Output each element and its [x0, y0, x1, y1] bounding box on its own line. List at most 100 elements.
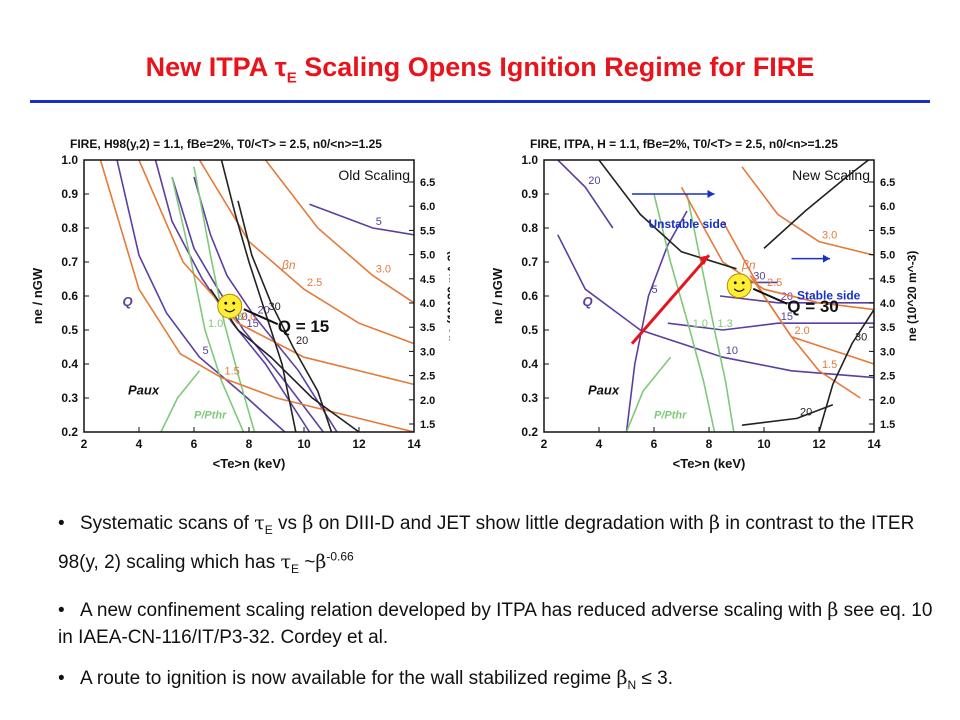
unstable-side-label: Unstable side — [649, 217, 727, 231]
pp-label: P/Pthr — [194, 409, 227, 421]
contour-label: 1.5 — [822, 359, 837, 371]
y2-tick-label: 3.0 — [420, 346, 435, 358]
y2-tick-label: 6.0 — [880, 201, 895, 213]
y2-tick-label: 2.5 — [420, 371, 435, 383]
x-axis-label: <Te>n (keV) — [213, 456, 286, 471]
contour-label: 10 — [726, 345, 738, 357]
contour-label: 2.0 — [241, 311, 256, 323]
contour-q — [625, 210, 688, 432]
y-tick-label: 0.2 — [61, 425, 78, 439]
contour-label: 1.3 — [718, 318, 733, 330]
x-tick-label: 2 — [541, 437, 548, 451]
bullet-text: β — [315, 551, 327, 574]
contour-q — [557, 234, 874, 379]
x-tick-label: 10 — [297, 437, 311, 451]
bullet-text: N — [627, 677, 637, 692]
bullet-text: vs — [272, 513, 303, 534]
bullet-text: in contrast to the ITER 98(y, 2) scaling… — [58, 513, 915, 574]
bullet-text: on DIII-D and JET show little degradatio… — [313, 513, 709, 534]
y2-tick-label: 2.0 — [880, 395, 895, 407]
y2-axis-label: ne (10^20 m^-3) — [905, 251, 919, 342]
y-tick-label: 0.4 — [61, 357, 78, 371]
contour-q — [116, 160, 286, 432]
q-pointer-arrow — [752, 287, 788, 305]
title-underline — [30, 100, 930, 103]
chart-new-scaling: FIRE, ITPA, H = 1.1, fBe=2%, T0/<T> = 2.… — [490, 137, 919, 471]
smiley-icon — [726, 273, 752, 299]
y2-tick-label: 1.5 — [880, 419, 895, 431]
red-arrow — [630, 254, 711, 345]
contour-paux — [237, 200, 333, 432]
smiley-mouth — [733, 288, 745, 292]
pp-label: P/Pthr — [654, 409, 687, 421]
bullet-text: -0.66 — [326, 549, 354, 564]
x-tick-label: 4 — [136, 437, 143, 451]
contour-label: 15 — [247, 318, 259, 330]
y2-tick-label: 2.0 — [420, 395, 435, 407]
bullet-text: A new confinement scaling relation devel… — [80, 599, 828, 621]
y-tick-label: 0.5 — [61, 323, 78, 337]
contour-ppthr — [653, 193, 716, 432]
contour-q — [309, 203, 414, 236]
beta-label: βn — [281, 258, 296, 272]
y-tick-label: 0.5 — [521, 323, 538, 337]
y-axis-label: ne / nGW — [30, 267, 45, 324]
contour-q — [193, 176, 338, 432]
bullet-text: A route to ignition is now available for… — [80, 667, 617, 689]
y2-tick-label: 4.5 — [880, 274, 895, 286]
y-tick-label: 1.0 — [61, 153, 78, 167]
slide-title: New ITPA τE Scaling Opens Ignition Regim… — [145, 52, 815, 87]
y2-tick-label: 5.0 — [880, 250, 895, 262]
y-tick-label: 0.8 — [521, 221, 538, 235]
contour-label: 20 — [588, 175, 600, 187]
corner-label: Old Scaling — [338, 167, 410, 183]
red-arrowhead — [699, 255, 709, 266]
q-pointer-arrow — [243, 308, 279, 326]
contour-label: 1.0 — [208, 318, 223, 330]
contour-ppthr — [193, 166, 256, 432]
contour-q — [557, 160, 614, 229]
contour-ppthr — [686, 193, 735, 432]
contour-label: 20 — [800, 406, 812, 418]
y2-tick-label: 2.5 — [880, 371, 895, 383]
contour-label: 3.0 — [376, 264, 391, 276]
q-value-label: Q = 30 — [787, 297, 839, 316]
bullet-2: • A new confinement scaling relation deve… — [58, 598, 933, 648]
contour-n — [198, 160, 414, 345]
contour-n — [99, 160, 414, 432]
contour-label: 30 — [855, 332, 867, 344]
y2-tick-label: 3.5 — [420, 322, 435, 334]
bullet-text: ~ — [299, 552, 316, 574]
x-tick-label: 14 — [407, 437, 421, 451]
y-tick-label: 0.9 — [61, 187, 78, 201]
contour-paux — [763, 160, 869, 249]
bullet-text: ≤ 3. — [636, 667, 674, 689]
contour-label: 30 — [753, 270, 765, 282]
contour-label: 2.0 — [795, 325, 810, 337]
y2-tick-label: 5.0 — [420, 250, 435, 262]
y-tick-label: 0.6 — [521, 289, 538, 303]
contour-label: 3.0 — [822, 230, 837, 242]
contour-paux — [598, 160, 737, 270]
contour-label: 2.5 — [307, 277, 322, 289]
contour-label: 5 — [376, 216, 382, 228]
y-tick-label: 0.3 — [61, 391, 78, 405]
contour-label: 5 — [203, 345, 209, 357]
x-tick-label: 8 — [246, 437, 253, 451]
bullet-text: β — [302, 512, 314, 534]
q-value-label: Q = 15 — [278, 317, 330, 336]
contour-label: 1.5 — [225, 366, 240, 378]
x-tick-label: 4 — [596, 437, 603, 451]
smiley-eye — [733, 281, 737, 285]
bullet-text: τ — [280, 551, 291, 574]
bullet-text: E — [264, 522, 273, 537]
y2-tick-label: 6.0 — [420, 201, 435, 213]
bullet-text: see eq. 10 in IAEA-CN-116/IT/P3-32. Cord… — [58, 599, 933, 648]
y2-tick-label: 5.5 — [420, 225, 435, 237]
bullet-text: β — [827, 598, 839, 621]
bullet-list: • Systematic scans of τE vs β on DIII-D a… — [58, 510, 938, 699]
contour-ppthr — [171, 176, 245, 432]
y2-tick-label: 4.5 — [420, 274, 435, 286]
x-tick-label: 6 — [191, 437, 198, 451]
contour-label: 15 — [781, 311, 793, 323]
